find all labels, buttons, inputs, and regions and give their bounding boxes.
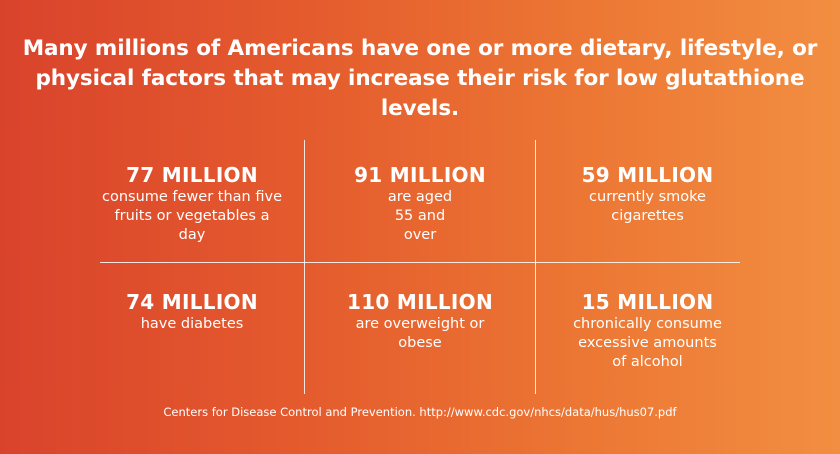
headline: Many millions of Americans have one or m… [22,36,818,121]
stat-cell: 74 MILLION have diabetes [100,290,284,334]
stat-cell: 91 MILLION are aged 55 and over [325,163,515,245]
stat-cell: 77 MILLION consume fewer than five fruit… [100,163,284,245]
stat-value: 110 MILLION [346,290,494,314]
grid-divider-vertical-2 [535,140,536,394]
stat-value: 91 MILLION [354,163,486,187]
stat-value: 74 MILLION [126,290,258,314]
stat-description: have diabetes [140,316,244,332]
grid-divider-horizontal [100,262,740,263]
source-citation: Centers for Disease Control and Preventi… [163,405,677,419]
stat-description: are overweight or obese [355,316,485,351]
stat-value: 77 MILLION [126,163,258,187]
stat-cell: 15 MILLION chronically consume excessive… [555,290,740,372]
stat-value: 59 MILLION [581,163,714,187]
stat-description: currently smoke cigarettes [589,189,706,224]
stat-cell: 110 MILLION are overweight or obese [325,290,515,353]
stat-description: chronically consume excessive amounts of… [573,316,722,370]
stat-description: are aged 55 and over [387,189,453,243]
stat-value: 15 MILLION [581,290,714,314]
stats-grid: 77 MILLION consume fewer than five fruit… [100,140,740,394]
stat-cell: 59 MILLION currently smoke cigarettes [555,163,740,226]
grid-divider-vertical-1 [304,140,305,394]
stat-description: consume fewer than five fruits or vegeta… [101,189,282,243]
